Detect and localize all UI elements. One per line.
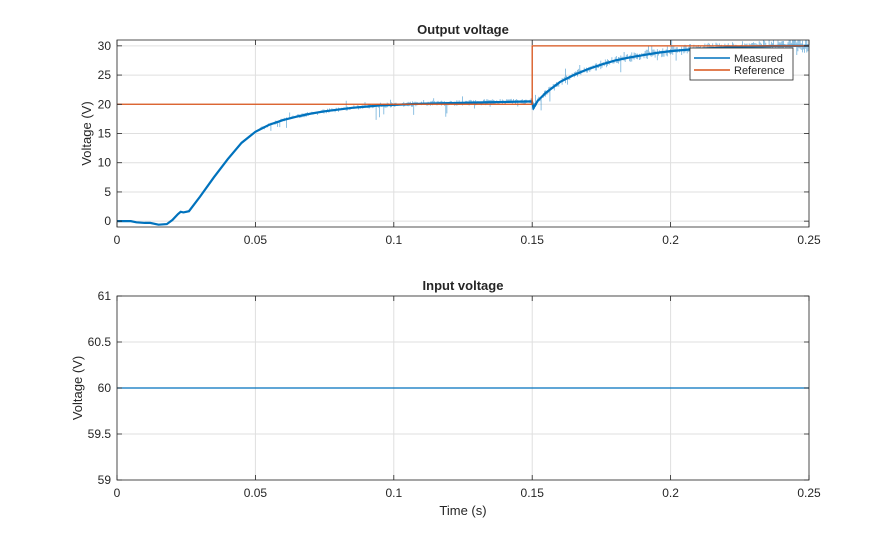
output-voltage-xtick-label-1: 0.05 [244, 233, 268, 247]
input-voltage-ytick-label-4: 61 [98, 289, 112, 303]
output-voltage-title: Output voltage [417, 22, 509, 37]
input-voltage-ytick-label-2: 60 [98, 381, 112, 395]
input-voltage-xtick-label-4: 0.2 [662, 486, 679, 500]
output-voltage-xtick-label-3: 0.15 [521, 233, 545, 247]
input-voltage-ytick-label-0: 59 [98, 473, 112, 487]
input-voltage-xtick-label-3: 0.15 [521, 486, 545, 500]
output-voltage-xtick-label-4: 0.2 [662, 233, 679, 247]
input-voltage-xlabel: Time (s) [439, 503, 486, 518]
output-voltage-xtick-label-0: 0 [114, 233, 121, 247]
input-voltage-xtick-label-1: 0.05 [244, 486, 268, 500]
input-voltage-ylabel: Voltage (V) [70, 356, 85, 420]
input-voltage-plot: Input voltage Voltage (V) Time (s) 0 0.05… [70, 278, 821, 518]
output-voltage-legend-box [689, 47, 794, 81]
output-voltage-ylabel: Voltage (V) [79, 101, 94, 165]
output-voltage-ytick-label-1: 5 [104, 185, 111, 199]
output-voltage-ytick-label-5: 25 [98, 68, 112, 82]
input-voltage-title: Input voltage [423, 278, 504, 293]
output-voltage-xtick-label-2: 0.1 [385, 233, 402, 247]
input-voltage-ytick-label-1: 59.5 [88, 427, 112, 441]
output-voltage-ytick-label-0: 0 [104, 214, 111, 228]
input-voltage-xtick-label-5: 0.25 [797, 486, 821, 500]
output-voltage-ytick-label-3: 15 [98, 127, 112, 141]
output-voltage-xtick-label-5: 0.25 [797, 233, 821, 247]
input-voltage-xtick-label-0: 0 [114, 486, 121, 500]
output-voltage-measured-line [117, 44, 809, 226]
legend-reference-label: Reference [734, 65, 785, 77]
output-voltage-ytick-label-2: 10 [98, 156, 112, 170]
output-voltage-reference-line [117, 45, 809, 105]
legend-measured-label: Measured [734, 53, 783, 65]
output-voltage-plot: Output voltage Voltage (V) 0 0.05 0.1 0.15 0… [79, 22, 821, 247]
output-voltage-ytick-label-4: 20 [98, 97, 112, 111]
input-voltage-xtick-label-2: 0.1 [385, 486, 402, 500]
input-voltage-ytick-label-3: 60.5 [88, 335, 112, 349]
output-voltage-ytick-label-6: 30 [98, 39, 112, 53]
